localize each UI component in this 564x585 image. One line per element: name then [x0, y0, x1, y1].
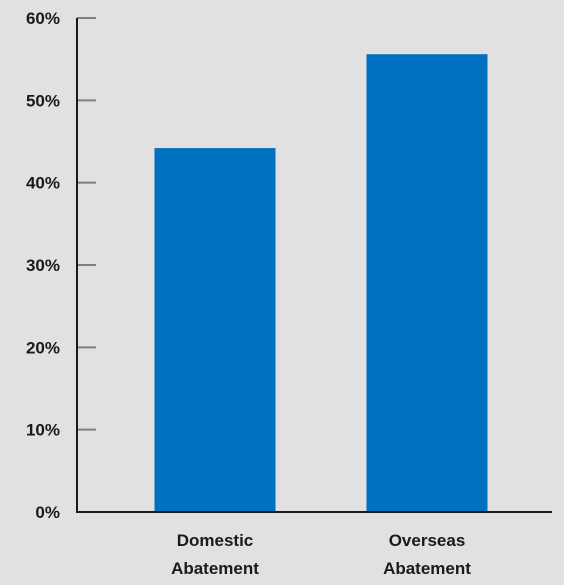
y-axis: 0% 10% 20% 30% 40% 50% 60%: [26, 9, 96, 522]
bar-1: [154, 148, 276, 512]
y-tick-label: 30%: [26, 256, 60, 275]
y-tick-label: 20%: [26, 338, 60, 357]
bars: [154, 54, 488, 513]
y-tick-label: 0%: [35, 503, 60, 522]
x-category-label: Abatement: [171, 559, 259, 578]
x-category-label: Domestic: [177, 531, 254, 550]
y-tick-label: 60%: [26, 9, 60, 28]
x-category-label: Overseas: [389, 531, 466, 550]
x-category-label: Abatement: [383, 559, 471, 578]
x-axis: Domestic Abatement Overseas Abatement: [76, 511, 552, 578]
y-tick-label: 50%: [26, 91, 60, 110]
y-tick-label: 40%: [26, 174, 60, 193]
bar-2: [366, 54, 488, 513]
y-tick-label: 10%: [26, 421, 60, 440]
